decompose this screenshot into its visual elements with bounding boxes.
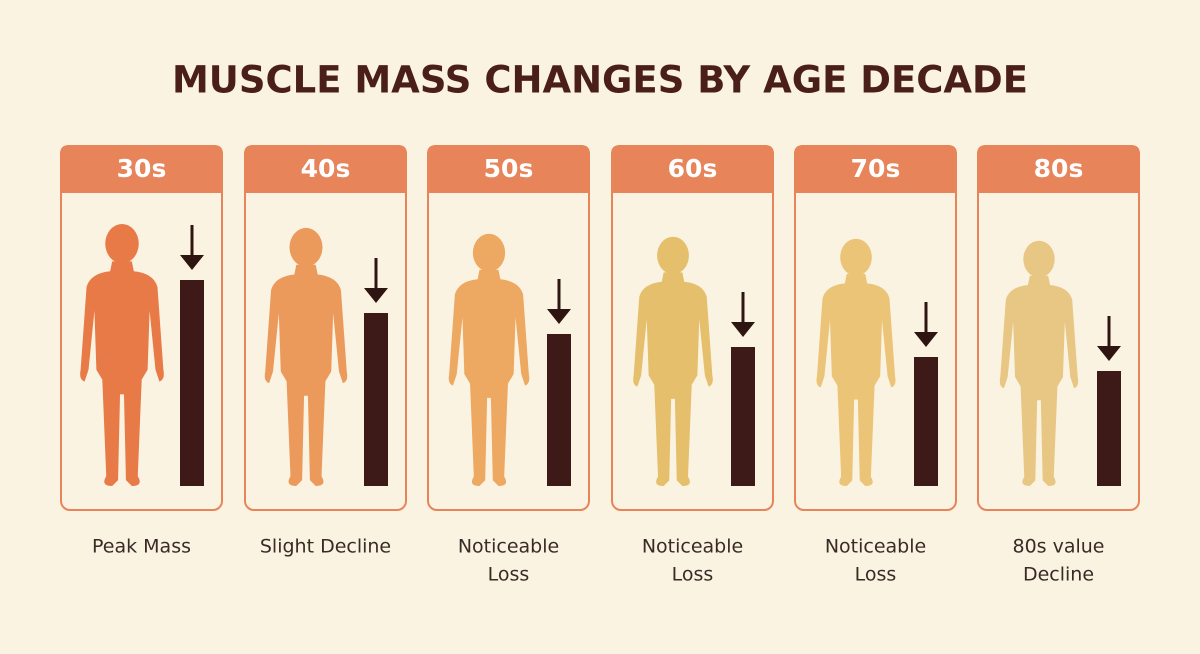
caption: Loss (672, 564, 714, 586)
figure-head (840, 238, 872, 276)
panel-header-text: 50s (484, 154, 534, 183)
caption: Noticeable (825, 536, 926, 558)
panel-header (427, 145, 590, 193)
muscle-bar (731, 347, 755, 486)
muscle-bar (364, 313, 388, 486)
arrow-head (914, 332, 938, 347)
panel-header-text: 40s (301, 154, 351, 183)
figure (999, 240, 1079, 486)
muscle-bar (1097, 371, 1121, 486)
caption: Noticeable (642, 536, 743, 558)
figure-head (1023, 240, 1055, 278)
title: MUSCLE MASS CHANGES BY AGE DECADE (172, 59, 1028, 102)
figure (816, 238, 896, 486)
arrow-head (364, 288, 388, 303)
arrow-head (547, 309, 571, 324)
caption: 80s value (1012, 536, 1104, 558)
muscle-bar (547, 334, 571, 486)
panel-header (611, 145, 774, 193)
figure-head (657, 236, 689, 275)
caption: Decline (1023, 564, 1094, 586)
panel-header (977, 145, 1140, 193)
caption: Noticeable (458, 536, 559, 558)
figure-head (105, 223, 139, 264)
panel-header (244, 145, 407, 193)
caption: Peak Mass (92, 536, 191, 558)
figure-body (80, 261, 164, 486)
muscle-bar (180, 280, 204, 486)
caption: Loss (488, 564, 530, 586)
figure-body (999, 275, 1079, 486)
arrow-head (1097, 346, 1121, 361)
figure-body (816, 274, 896, 486)
figure (448, 233, 530, 487)
figure-head (472, 233, 506, 272)
panel-header (60, 145, 223, 193)
panel-header-text: 80s (1034, 154, 1084, 183)
arrow-head (180, 255, 204, 270)
muscle-bar (914, 357, 938, 486)
panel-header (794, 145, 957, 193)
caption: Loss (855, 564, 897, 586)
arrow-head (731, 322, 755, 337)
panel-header-text: 30s (117, 154, 167, 183)
figure-head (289, 227, 323, 267)
figure (264, 227, 348, 486)
panel-header-text: 70s (851, 154, 901, 183)
figure (633, 236, 713, 486)
figure-body (633, 272, 713, 486)
panel-header-text: 60s (668, 154, 718, 183)
figure (80, 223, 164, 486)
figure-body (264, 264, 348, 486)
figure-body (448, 269, 530, 487)
caption: Slight Decline (260, 536, 391, 558)
